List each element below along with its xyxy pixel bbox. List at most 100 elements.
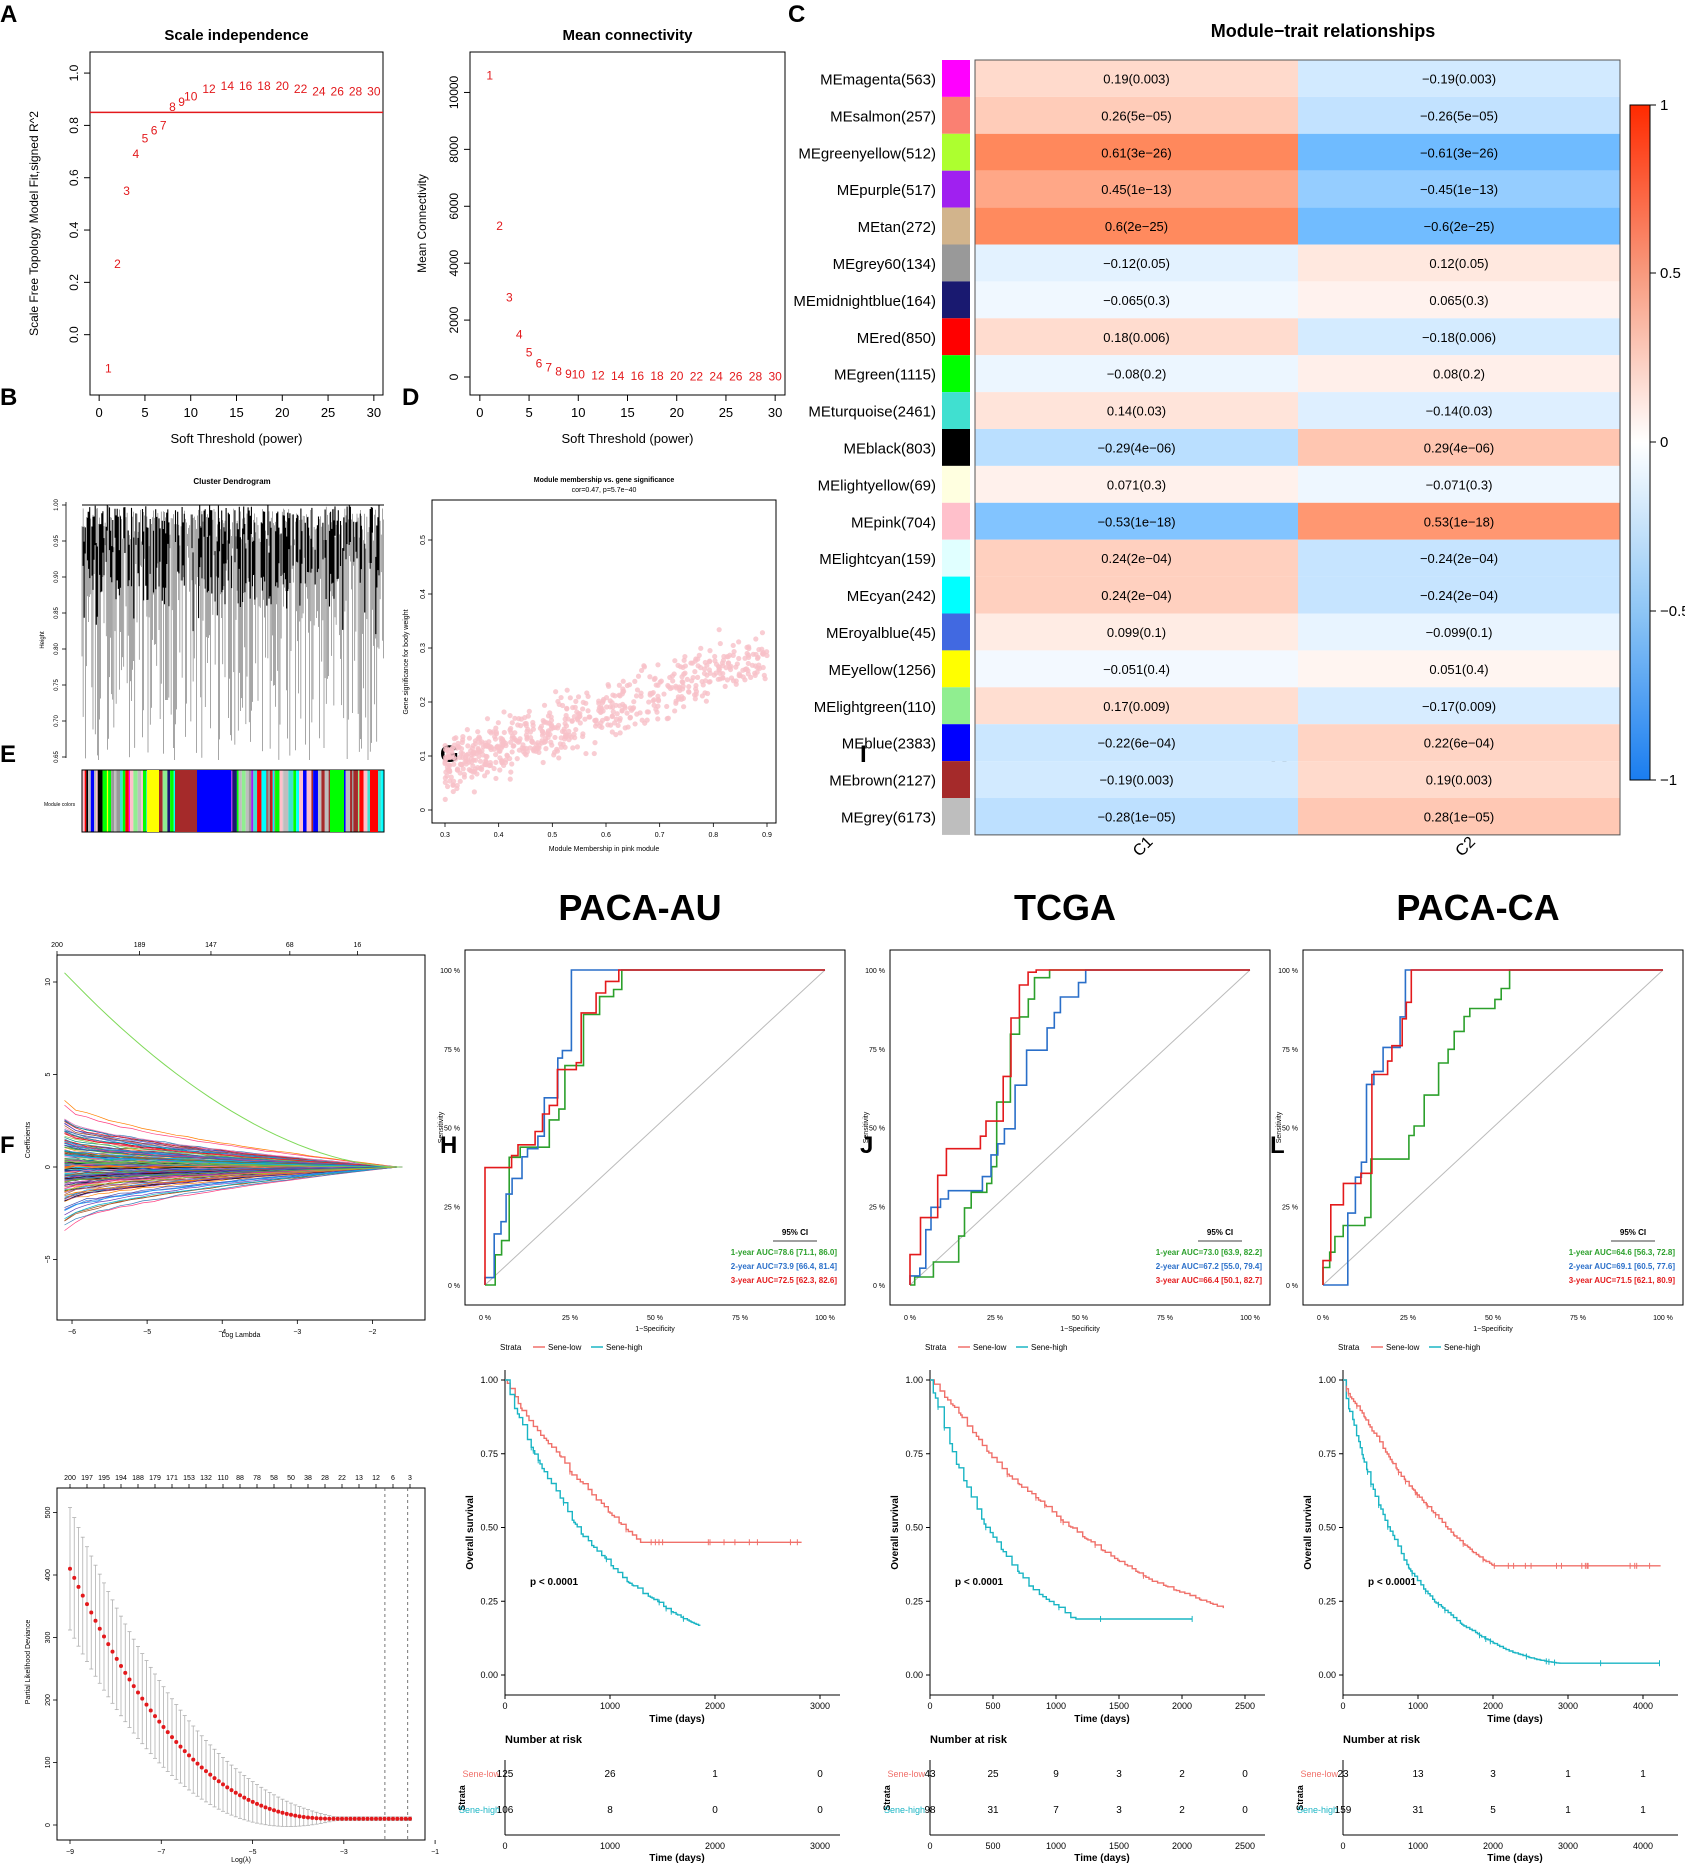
- y-tick-label: 10: [45, 978, 52, 986]
- heatmap-cell-c2: [1298, 539, 1620, 577]
- cell-value-c2: −0.61(3e−26): [1420, 145, 1498, 160]
- risk-strata-label: Strata: [457, 1784, 467, 1811]
- y-tick-label: −5: [45, 1255, 52, 1263]
- module-swatch: [942, 281, 970, 319]
- x-tick-label: 3000: [810, 1701, 830, 1711]
- scatter-point: [503, 757, 509, 763]
- scatter-point: [680, 679, 686, 685]
- auc-legend: 2-year AUC=69.1 [60.5, 77.6]: [1569, 1262, 1676, 1271]
- deviance-point: [131, 1684, 136, 1689]
- plot-frame: [464, 949, 846, 1306]
- x-tick-label: 0: [476, 405, 483, 420]
- module-color: [130, 770, 134, 832]
- module-color: [367, 770, 372, 832]
- heatmap-cell-c2: [1298, 613, 1620, 651]
- scatter-point: [653, 682, 659, 688]
- module-name: MElightgreen(110): [814, 699, 936, 716]
- module-swatch: [942, 798, 970, 835]
- scatter-point: [596, 698, 602, 704]
- lasso-coefficient-paths: −6 −5 −4 −3 −2 200 189 147 68 16 −5 0 5 10 Log Lambda C…: [25, 942, 426, 1339]
- cell-value-c2: −0.24(2e−04): [1420, 551, 1498, 566]
- x-tick-label: 5: [525, 405, 532, 420]
- heatmap-cell-c1: [975, 170, 1298, 208]
- y-tick-label: 0.75: [480, 1449, 498, 1459]
- coefficient-path: [64, 1133, 403, 1168]
- module-name: MEcyan(242): [847, 588, 936, 605]
- scatter-point: [716, 664, 722, 670]
- y-tick-label: 0.5: [420, 535, 427, 545]
- heatmap-cell-c2: [1298, 798, 1620, 835]
- deviance-point: [170, 1735, 174, 1740]
- roc-title: TCGA: [1014, 887, 1116, 928]
- module-color: [133, 770, 138, 832]
- module-trait-heatmap: Module−trait relationships MEmagenta(563)…: [793, 21, 1685, 860]
- y-tick-label: 50 %: [869, 1126, 885, 1133]
- scatter-point: [493, 725, 499, 731]
- y-axis-label: Height: [40, 631, 46, 649]
- heatmap-cell-c1: [975, 502, 1298, 540]
- risk-high-count: 1: [1640, 1805, 1646, 1816]
- y-tick-label: 100 %: [440, 968, 460, 975]
- module-swatch: [942, 576, 970, 614]
- scatter-point: [646, 699, 652, 705]
- scatter-point: [733, 678, 739, 684]
- y-tick-label: 0.90: [54, 571, 60, 583]
- x-tick-label: 0 %: [479, 1315, 491, 1322]
- top-tick-label: 171: [166, 1475, 178, 1482]
- y-tick-label: 1.00: [1318, 1375, 1336, 1385]
- heatmap-cell-c1: [975, 281, 1298, 319]
- cell-value-c1: 0.19(0.003): [1103, 71, 1170, 86]
- data-point: 18: [257, 79, 271, 93]
- scatter-point: [445, 746, 451, 752]
- risk-x-tick-label: 0: [1340, 1841, 1345, 1851]
- scatter-point: [451, 778, 457, 784]
- top-tick-label: 88: [236, 1475, 244, 1482]
- scatter-point: [499, 741, 505, 748]
- deviance-point: [191, 1757, 196, 1762]
- x-axis-label: Time (days): [649, 1714, 704, 1725]
- y-tick-label: 0.00: [480, 1670, 498, 1680]
- y-tick-label: 75 %: [1282, 1047, 1298, 1054]
- scatter-point: [722, 683, 728, 689]
- scatter-point: [488, 762, 494, 769]
- y-tick-label: 50 %: [444, 1126, 460, 1133]
- y-tick-label: 50 %: [1282, 1126, 1298, 1133]
- scatter-point: [639, 717, 645, 723]
- module-name: MEmidnightblue(164): [793, 293, 936, 310]
- scatter-point: [693, 689, 700, 695]
- module-color: [370, 770, 378, 832]
- heatmap-cell-c1: [975, 576, 1298, 614]
- scatter-point: [516, 716, 522, 722]
- deviance-point: [340, 1816, 344, 1821]
- scatter-point: [487, 728, 493, 735]
- scatter-point: [591, 750, 597, 757]
- scatter-point: [495, 720, 501, 726]
- data-point: 20: [276, 79, 290, 93]
- module-name: MEsalmon(257): [830, 108, 936, 125]
- scatter-point: [471, 768, 478, 775]
- deviance-point: [174, 1739, 179, 1744]
- x-tick-label: 2000: [1483, 1701, 1503, 1711]
- x-tick-label: 10: [571, 405, 585, 420]
- scatter-point: [493, 759, 499, 765]
- top-tick-label: 78: [253, 1475, 261, 1482]
- scatter-point: [604, 716, 611, 722]
- module-color: [311, 770, 314, 832]
- module-swatch: [942, 392, 970, 429]
- x-tick-label: −9: [66, 1849, 74, 1856]
- heatmap-cell-c2: [1298, 429, 1620, 466]
- module-color: [306, 770, 312, 832]
- risk-low-count: 13: [1412, 1769, 1424, 1780]
- y-tick-label: 0 %: [873, 1283, 885, 1290]
- top-tick-label: 194: [115, 1475, 127, 1482]
- risk-low-count: 2: [1179, 1769, 1185, 1780]
- module-color: [317, 770, 322, 832]
- scatter-point: [759, 630, 766, 636]
- module-color: [175, 770, 197, 832]
- x-tick-label: 100 %: [815, 1315, 835, 1322]
- scatter-point: [466, 735, 473, 741]
- cell-value-c1: −0.08(0.2): [1107, 367, 1167, 382]
- module-color: [357, 770, 360, 832]
- y-tick-label: 0.8: [67, 117, 81, 134]
- x-tick-label: 30: [768, 405, 782, 420]
